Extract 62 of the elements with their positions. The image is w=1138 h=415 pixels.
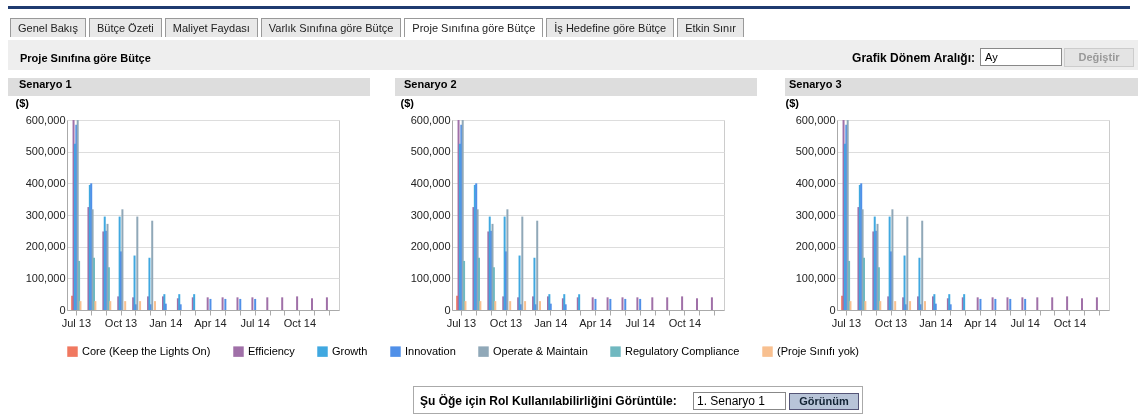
x-tick-label: Jul 13 [61,316,91,329]
y-tick-label: 400,000 [795,176,836,189]
x-tick-label: Oct 14 [668,316,702,329]
x-tick-label: Jan 14 [534,316,568,329]
y-tick-label: 300,000 [25,208,66,221]
text: Bütçe Özeti [88,18,162,37]
x-tick-label: Apr 14 [579,316,612,329]
y-axis-title: ($) [15,96,30,109]
legend-label: Innovation [405,344,456,357]
y-tick-label: 600,000 [410,113,451,126]
y-tick-label: 100,000 [25,271,66,284]
x-tick-label: Oct 14 [283,316,317,329]
chart-title: Senaryo 1 [19,78,72,90]
x-tick-label: Oct 13 [489,316,523,329]
text: Şu Öğe için Rol Kullanılabilirliğini Görüntüle: [420,394,677,408]
y-tick-label: 600,000 [25,113,66,126]
x-tick-label: Jul 14 [240,316,270,329]
legend-label: Efficiency [248,344,296,357]
y-tick-label: 100,000 [410,271,451,284]
x-tick-label: Jul 13 [446,316,476,329]
text: Genel Bakış [10,18,86,37]
x-tick-label: Jul 14 [1010,316,1040,329]
y-tick-label: 400,000 [410,176,451,189]
y-tick-label: 400,000 [25,176,66,189]
y-tick-label: 200,000 [795,240,836,253]
text: İş Hedefine göre Bütçe [546,18,675,37]
x-tick-label: Apr 14 [194,316,227,329]
y-tick-label: 200,000 [410,240,451,253]
y-tick-label: 600,000 [795,113,836,126]
text: Proje Sınıfına göre Bütçe [404,18,544,37]
text: Proje Sınıfına göre Bütçe [20,52,151,64]
text: Etkin Sınır [677,18,744,37]
x-tick-label: Oct 14 [1053,316,1087,329]
text: Varlık Sınıfına göre Bütçe [260,18,402,37]
y-tick-label: 100,000 [795,271,836,284]
legend-label: Operate & Maintain [493,344,588,357]
text: Maliyet Faydası [164,18,258,37]
y-axis-title: ($) [785,96,800,109]
legend-label: Regulatory Compliance [625,344,740,357]
legend-label: (Proje Sınıfı yok) [777,344,859,357]
x-tick-label: Jul 13 [831,316,861,329]
legend-label: Core (Keep the Lights On) [82,344,211,357]
y-tick-label: 300,000 [410,208,451,221]
y-tick-label: 300,000 [795,208,836,221]
y-tick-label: 0 [59,303,66,316]
x-tick-label: Jul 14 [625,316,655,329]
legend-label: Growth [332,344,368,357]
text: Grafik Dönem Aralığı: [852,51,975,65]
y-tick-label: 0 [444,303,451,316]
y-tick-label: 200,000 [25,240,66,253]
y-tick-label: 500,000 [410,145,451,158]
y-axis-title: ($) [400,96,415,109]
x-tick-label: Apr 14 [964,316,997,329]
x-tick-label: Oct 13 [104,316,138,329]
x-tick-label: Jan 14 [919,316,953,329]
x-tick-label: Oct 13 [874,316,908,329]
chart-title: Senaryo 3 [789,78,842,90]
y-tick-label: 500,000 [795,145,836,158]
x-tick-label: Jan 14 [149,316,183,329]
chart-title: Senaryo 2 [404,78,457,90]
y-tick-label: 500,000 [25,145,66,158]
y-tick-label: 0 [829,303,836,316]
